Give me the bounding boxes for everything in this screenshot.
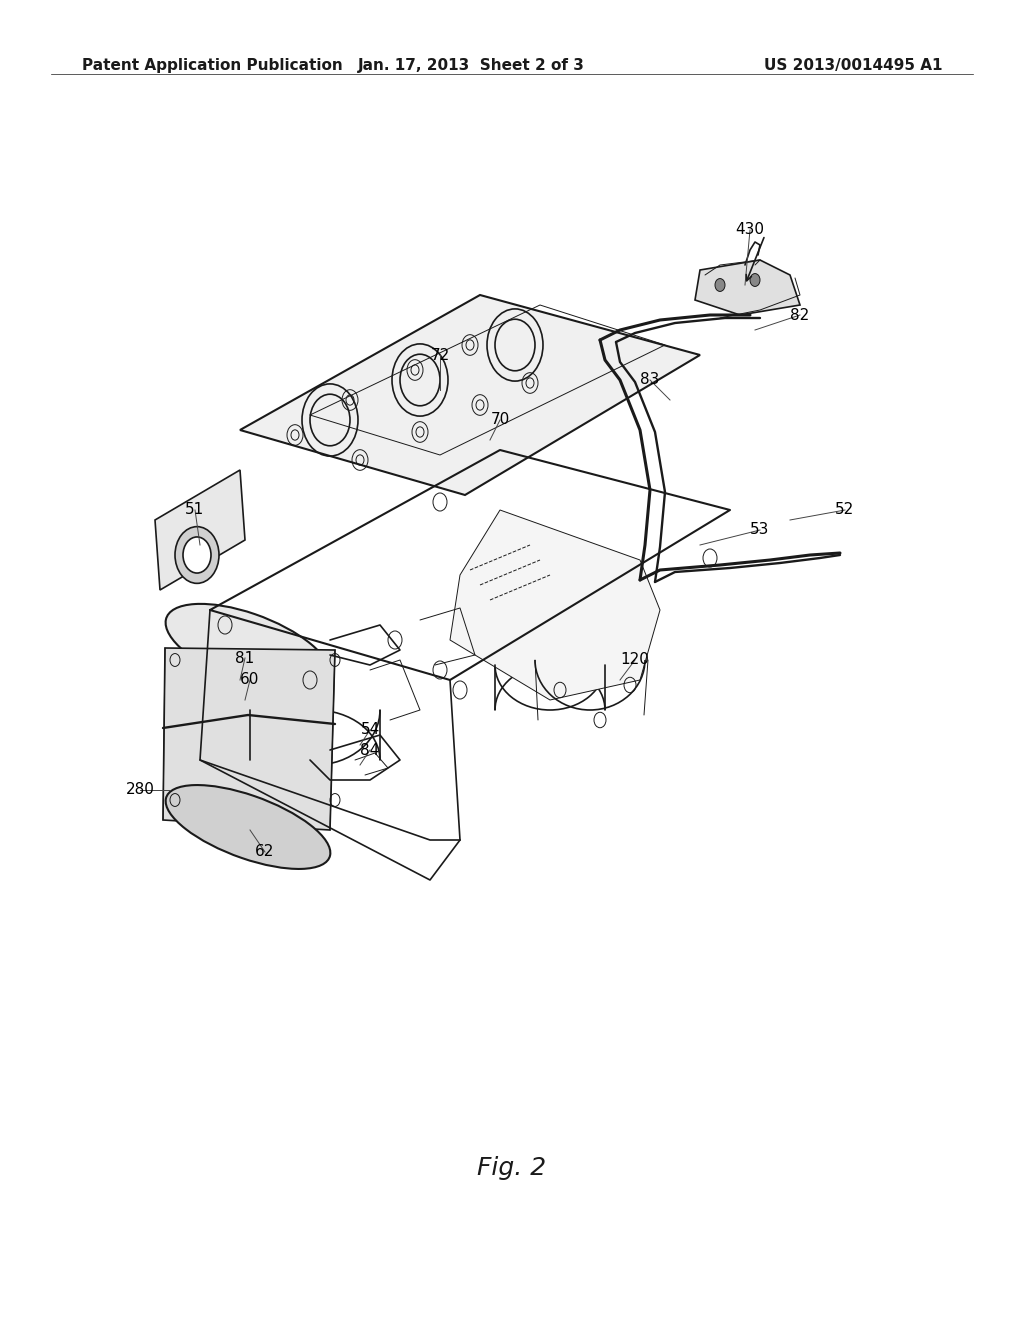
Polygon shape (155, 470, 245, 590)
Text: 82: 82 (791, 308, 810, 322)
Polygon shape (695, 260, 800, 315)
Text: 51: 51 (185, 503, 205, 517)
Text: 84: 84 (360, 743, 380, 758)
Text: Patent Application Publication: Patent Application Publication (82, 58, 343, 73)
Circle shape (175, 527, 219, 583)
Ellipse shape (166, 603, 331, 692)
Text: 72: 72 (430, 347, 450, 363)
Polygon shape (163, 648, 335, 830)
Text: 54: 54 (360, 722, 380, 738)
Text: 81: 81 (236, 651, 255, 665)
Text: 52: 52 (836, 503, 855, 517)
Polygon shape (450, 510, 660, 700)
Text: 83: 83 (640, 372, 659, 388)
Text: 120: 120 (621, 652, 649, 668)
Polygon shape (240, 294, 700, 495)
Text: 53: 53 (751, 523, 770, 537)
Text: Fig. 2: Fig. 2 (477, 1156, 547, 1180)
Circle shape (750, 273, 760, 286)
Text: 430: 430 (735, 223, 765, 238)
Ellipse shape (166, 785, 331, 869)
Text: US 2013/0014495 A1: US 2013/0014495 A1 (764, 58, 942, 73)
Text: 280: 280 (126, 783, 155, 797)
Text: 60: 60 (241, 672, 260, 688)
Circle shape (183, 537, 211, 573)
Text: Jan. 17, 2013  Sheet 2 of 3: Jan. 17, 2013 Sheet 2 of 3 (357, 58, 585, 73)
Text: 62: 62 (255, 845, 274, 859)
Circle shape (715, 279, 725, 292)
Text: 70: 70 (490, 412, 510, 428)
